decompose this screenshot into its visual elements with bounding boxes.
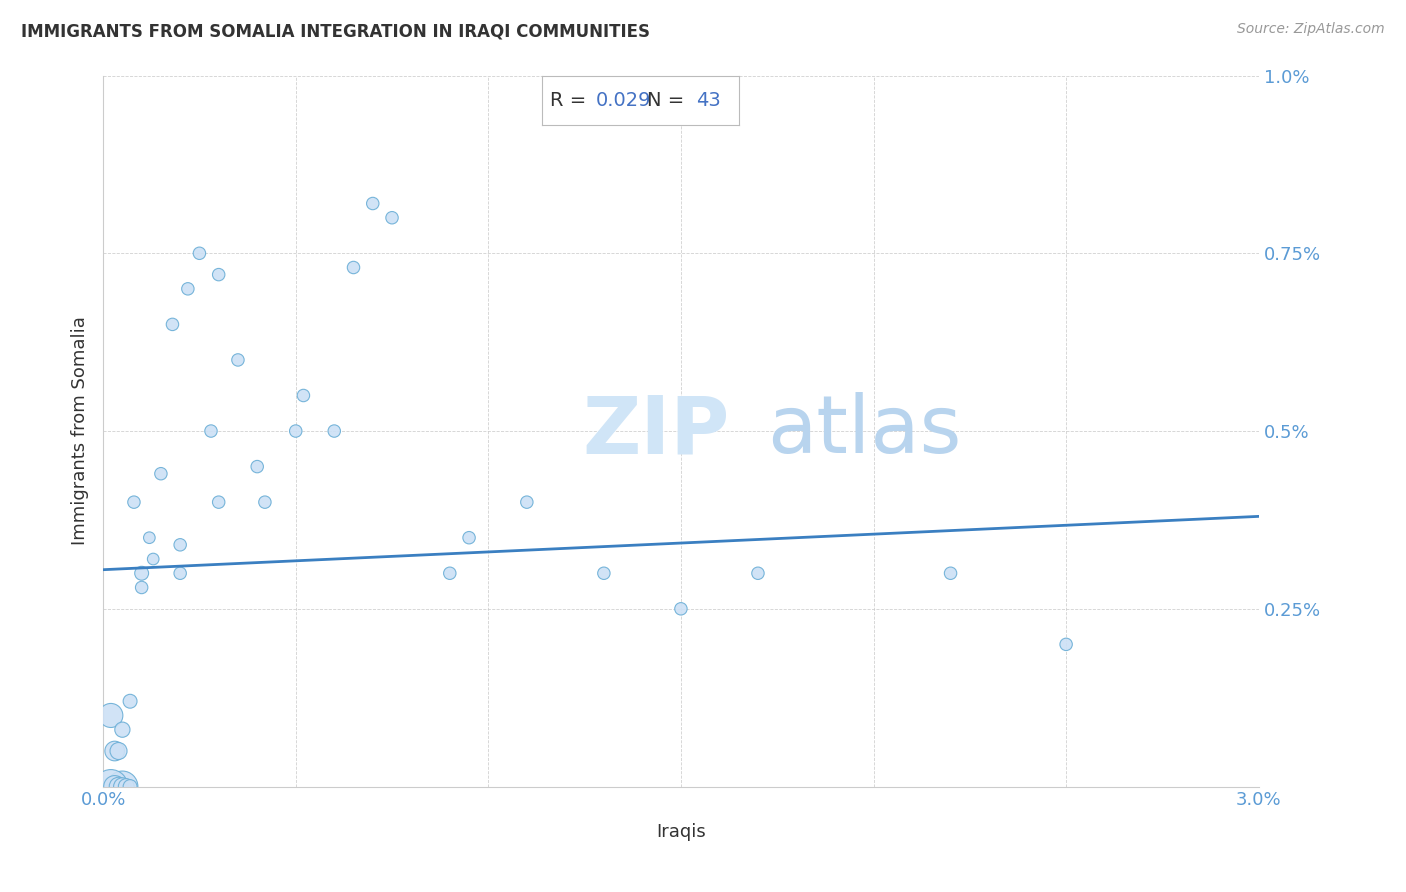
Text: Source: ZipAtlas.com: Source: ZipAtlas.com [1237,22,1385,37]
Point [292,388,315,402]
Point [342,260,364,275]
Point [149,467,172,481]
Point [120,780,142,794]
Point [138,531,160,545]
Point [111,723,134,737]
Text: atlas: atlas [768,392,962,470]
Point [188,246,211,260]
Point [107,744,129,758]
Point [284,424,307,438]
Point [323,424,346,438]
Point [226,353,249,368]
Point [131,581,153,595]
Point [107,780,129,794]
Text: ZIP: ZIP [582,392,730,470]
Text: R =: R = [550,91,592,111]
Point [361,196,384,211]
X-axis label: Iraqis: Iraqis [657,823,706,841]
Point [1054,637,1077,651]
Point [246,459,269,474]
Point [169,566,191,581]
Point [131,566,153,581]
Text: 0.029: 0.029 [595,91,651,111]
Point [593,566,616,581]
Point [381,211,404,225]
Point [200,424,222,438]
Point [169,538,191,552]
Point [111,780,134,794]
Point [253,495,276,509]
Text: 43: 43 [696,91,720,111]
Point [142,552,165,566]
Point [120,694,142,708]
Point [100,780,122,794]
Point [104,780,127,794]
Point [122,495,145,509]
Point [111,780,134,794]
Point [177,282,200,296]
Point [208,495,231,509]
Text: IMMIGRANTS FROM SOMALIA INTEGRATION IN IRAQI COMMUNITIES: IMMIGRANTS FROM SOMALIA INTEGRATION IN I… [21,22,650,40]
Point [104,744,127,758]
Point [516,495,538,509]
Point [100,708,122,723]
Point [162,318,184,332]
Text: N =: N = [647,91,690,111]
Y-axis label: Immigrants from Somalia: Immigrants from Somalia [72,317,89,546]
Point [939,566,962,581]
Point [669,602,692,616]
Point [115,780,138,794]
Point [458,531,481,545]
Point [439,566,461,581]
Point [747,566,769,581]
Point [208,268,231,282]
